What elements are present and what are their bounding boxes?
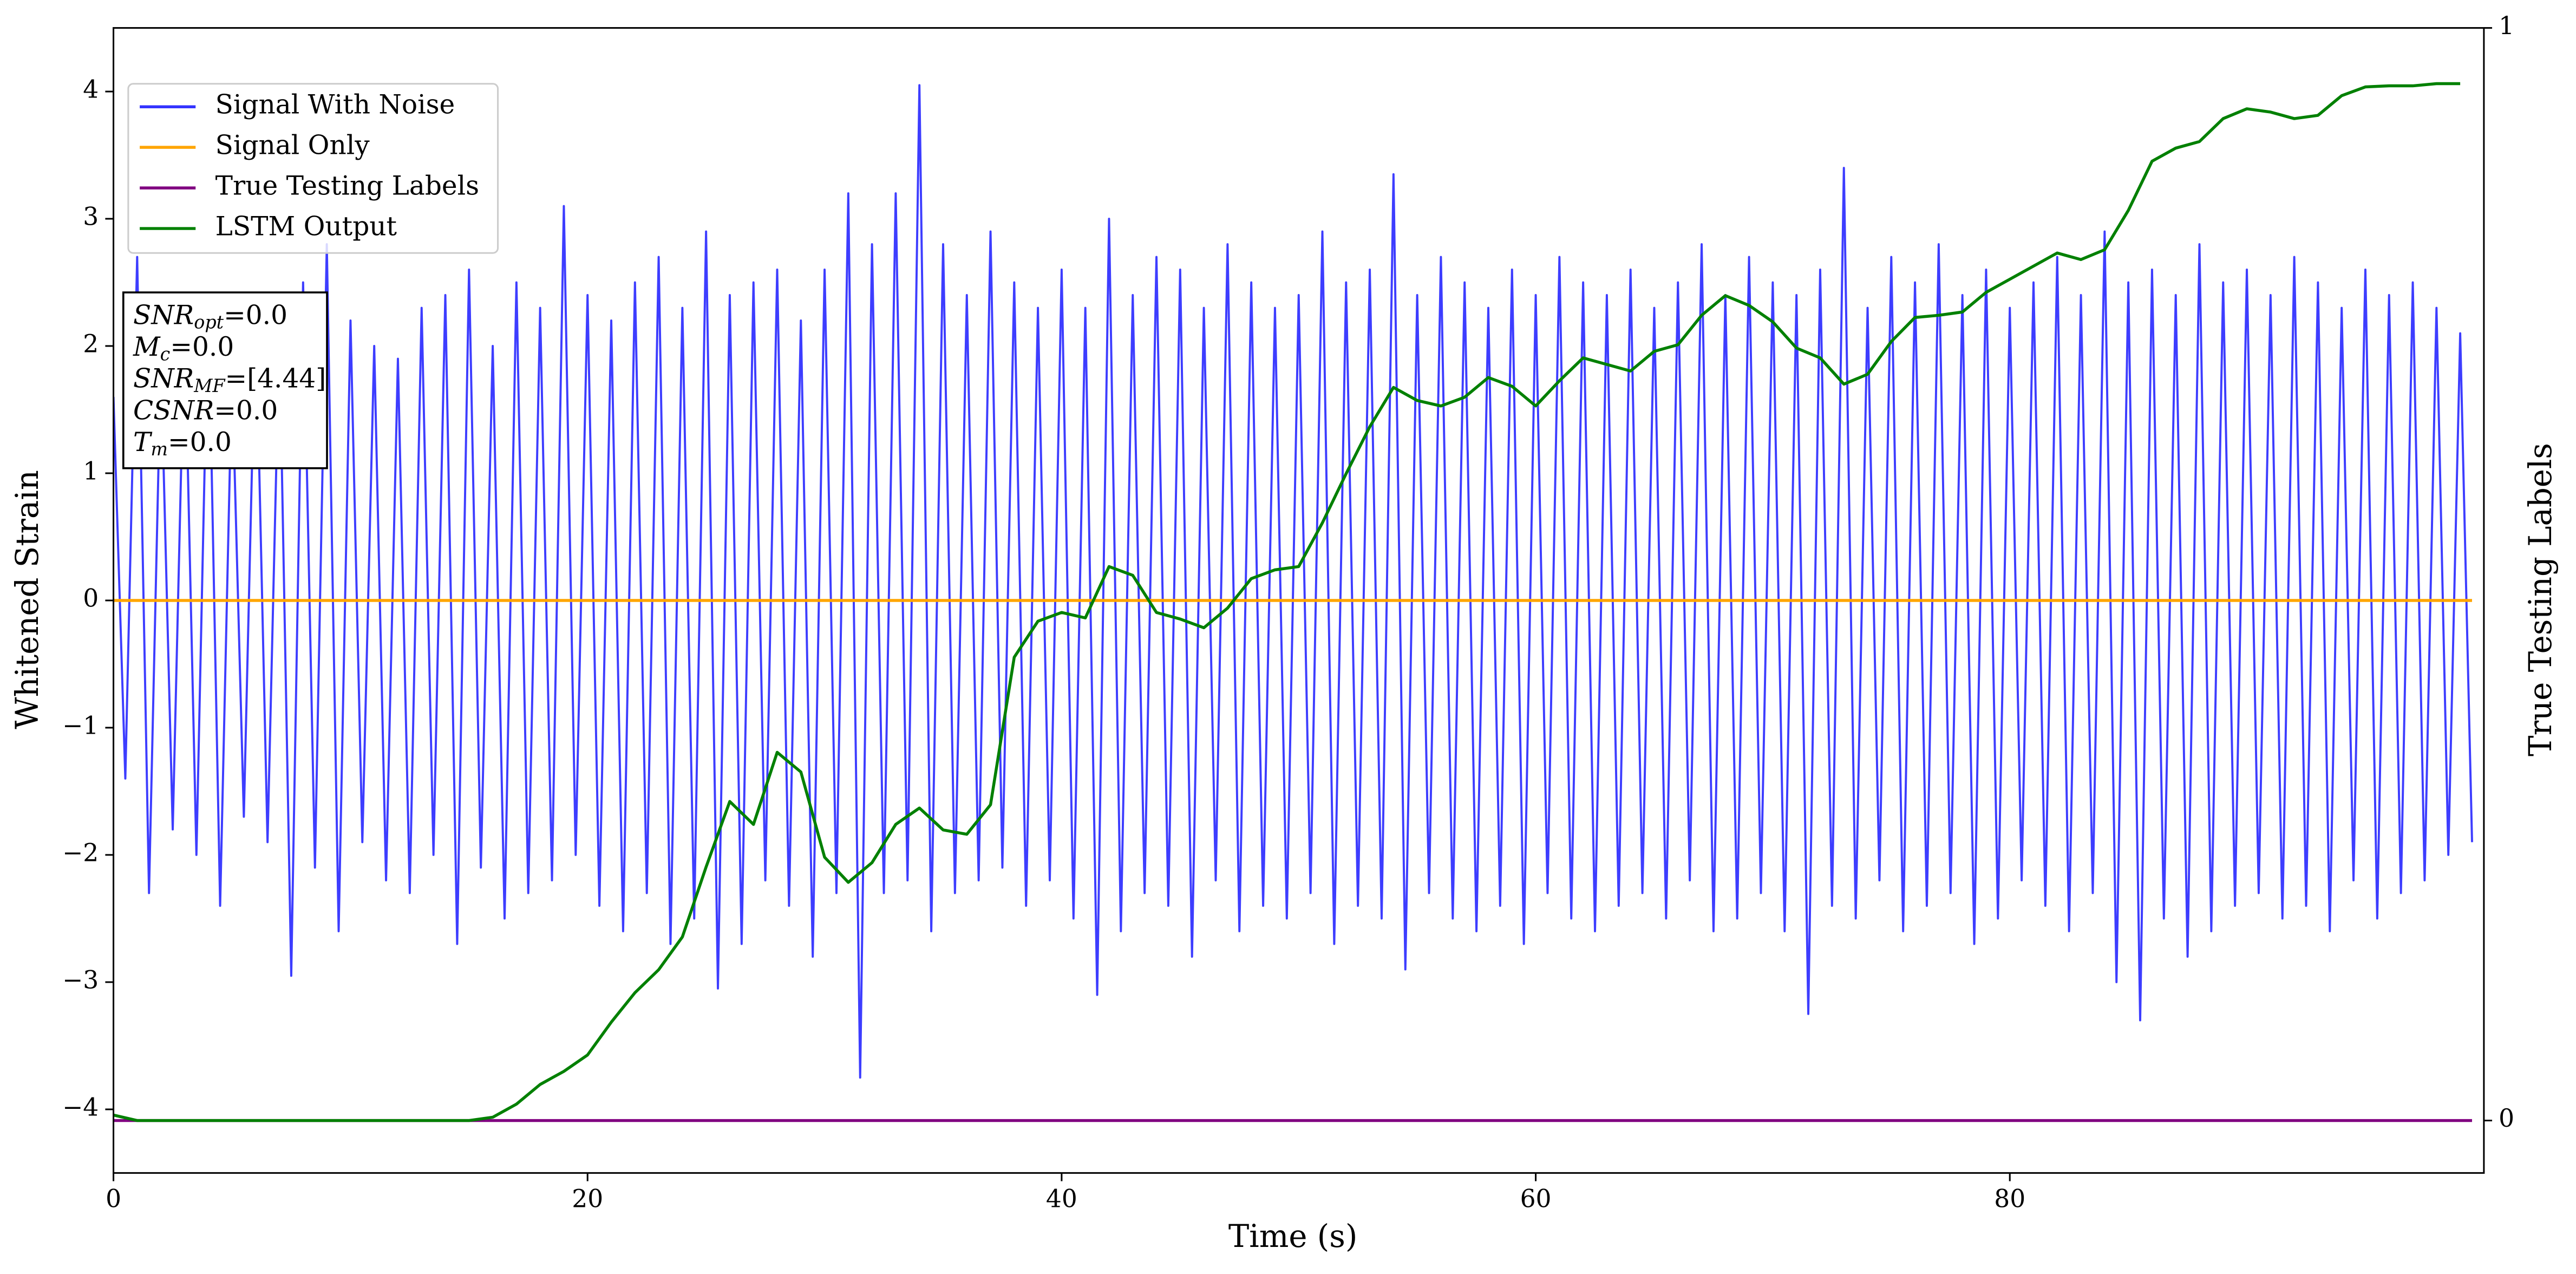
x-tick-label: 20 [572,1184,603,1213]
annotation-line: CSNR=0.0 [133,395,278,426]
y-tick-label: 2 [83,330,99,358]
annotation-line: SNRopt=0.0 [133,300,287,333]
series-line [113,84,2473,1079]
y-tick-label: −1 [62,711,99,740]
annotation-line: Mc=0.0 [133,332,234,365]
y-tick-label: −3 [62,965,99,994]
annotation-line: SNRMF=[4.44] [133,363,326,396]
plot-area [113,82,2473,1122]
annotation-value: =[4.44] [225,363,326,394]
annotation-symbol: CSNR [133,395,214,426]
x-tick-label: 40 [1046,1184,1077,1213]
y-tick-label: 1 [83,457,99,486]
annotation-symbol: T [133,427,153,457]
y2-tick-label: 0 [2499,1104,2514,1133]
annotation-subscript: m [151,439,168,460]
annotation-subscript: opt [194,312,224,333]
annotation-line: Tm=0.0 [133,427,232,460]
legend-label: LSTM Output [215,212,397,242]
legend-label: True Testing Labels [215,171,479,201]
x-tick-label: 0 [106,1184,121,1213]
legend-label: Signal Only [215,130,370,161]
annotation-symbol: SNR [133,300,194,330]
x-tick-label: 80 [1994,1184,2025,1213]
series-line [113,82,2461,1122]
annotation-symbol: M [133,332,161,362]
x-axis-label: Time (s) [1228,1218,1357,1255]
annotation-subscript: c [160,343,171,364]
y-tick-label: 0 [83,584,99,612]
annotation: SNRopt=0.0Mc=0.0SNRMF=[4.44]CSNR=0.0Tm=0… [122,291,328,469]
annotation-value: =0.0 [214,395,278,426]
y-axis-label: Whitened Strain [9,470,45,729]
y-tick-label: 4 [83,75,99,104]
x-tick-label: 60 [1520,1184,1552,1213]
annotation-box [122,291,328,469]
y-tick-label: −2 [62,838,99,867]
annotation-value: =0.0 [170,332,234,362]
y2-tick-label: 1 [2499,11,2514,40]
y-tick-label: 3 [83,202,99,231]
annotation-symbol: SNR [133,363,194,394]
legend: Signal With Noise Signal Only True Testing… [127,83,499,254]
y-tick-label: −4 [62,1093,99,1121]
legend-label: Signal With Noise [215,90,455,120]
y2-axis-label: True Testing Labels [2522,443,2559,756]
annotation-value: =0.0 [224,300,287,330]
annotation-subscript: MF [193,375,226,396]
annotation-value: =0.0 [168,427,232,457]
legend-box [127,83,499,254]
